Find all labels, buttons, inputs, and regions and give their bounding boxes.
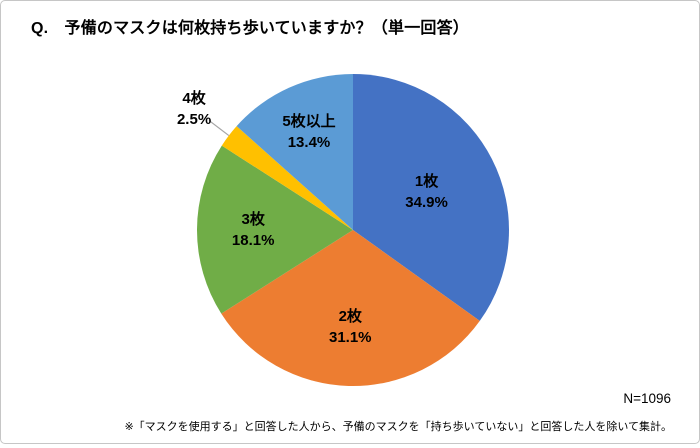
pie-label-category: 1枚 bbox=[414, 173, 439, 191]
pie-label-1: 2枚 31.1% bbox=[329, 306, 372, 348]
pie-slice-3 bbox=[221, 126, 353, 230]
pie-label-category: 3枚 bbox=[241, 210, 265, 228]
pie-slice-0 bbox=[353, 74, 509, 321]
leader-line-3 bbox=[208, 119, 230, 137]
pie-label-percent: 18.1% bbox=[231, 231, 275, 249]
pie-label-4: 5枚以上 13.4% bbox=[282, 111, 335, 153]
pie-label-percent: 34.9% bbox=[405, 194, 448, 212]
pie-slice-1 bbox=[221, 230, 480, 387]
sample-size-label: N=1096 bbox=[623, 391, 671, 406]
pie-slice-4 bbox=[236, 74, 353, 230]
pie-label-category: 5枚以上 bbox=[282, 112, 336, 130]
pie-label-category: 2枚 bbox=[338, 307, 362, 325]
pie-label-percent: 31.1% bbox=[328, 328, 372, 346]
pie-label-category: 4枚 bbox=[182, 90, 206, 108]
chart-title: Q. 予備のマスクは何枚持ち歩いていますか？（単一回答） bbox=[31, 20, 470, 37]
pie-label-0: 1枚 34.9% bbox=[405, 171, 448, 213]
footnote: ※「マスクを使用する」と回答した人から、予備のマスクを「持ち歩いていない」と回答… bbox=[124, 421, 672, 433]
pie-label-2: 3枚 18.1% bbox=[232, 209, 275, 251]
pie-label-percent: 2.5% bbox=[176, 111, 212, 129]
pie-slice-2 bbox=[196, 145, 353, 314]
pie-label-percent: 13.4% bbox=[287, 133, 331, 151]
pie-label-3: 4枚 2.5% bbox=[177, 88, 211, 130]
